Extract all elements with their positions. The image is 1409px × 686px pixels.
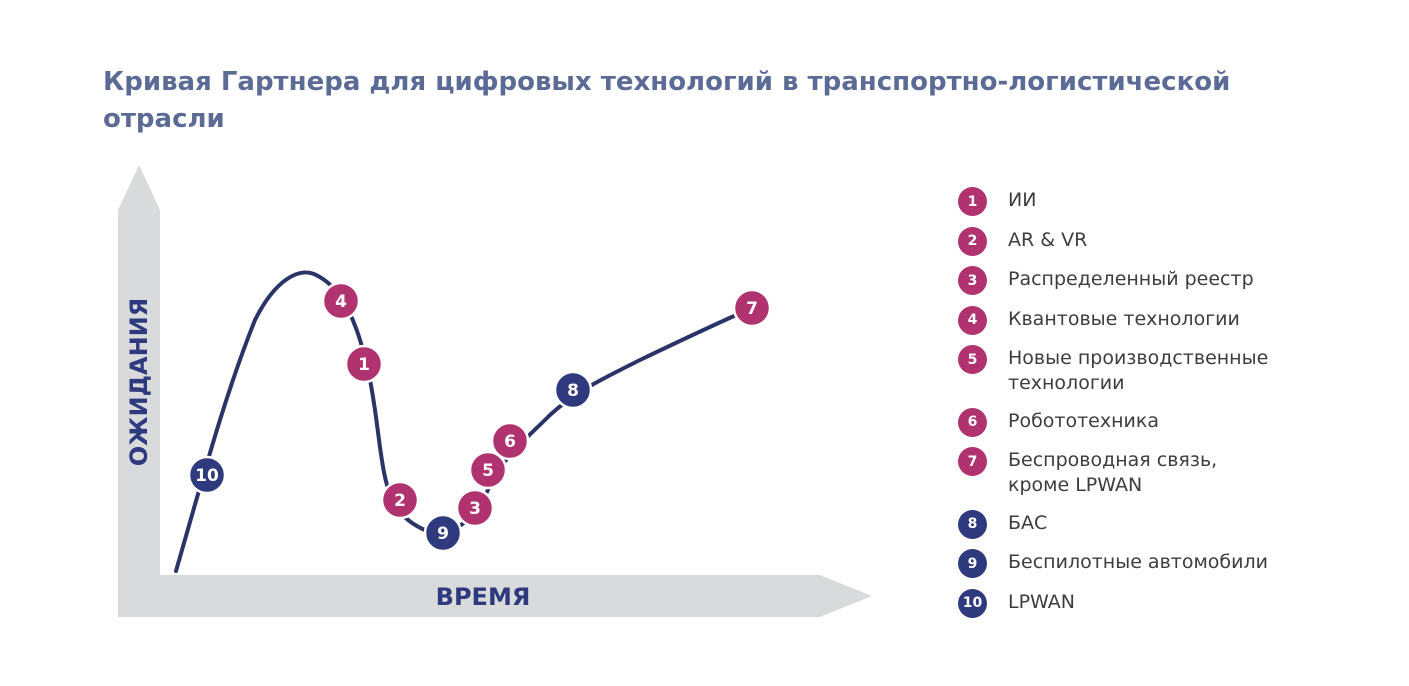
curve-marker-5: 5 (468, 450, 508, 490)
x-axis-label: ВРЕМЯ (436, 583, 531, 611)
curve-marker-label: 6 (504, 432, 516, 452)
legend-badge: 4 (958, 305, 987, 335)
curve-marker-circle (423, 513, 463, 553)
curve-marker-3: 3 (455, 488, 495, 528)
curve-marker-circle (380, 480, 420, 520)
legend-item: 2 AR & VR (958, 226, 1378, 266)
legend-label: БАС (1008, 511, 1048, 534)
legend-badge: 5 (958, 345, 987, 374)
curve-marker-circle (455, 488, 495, 528)
legend-label: Беспилотные автомобили (1008, 551, 1268, 573)
y-axis-arrow (118, 165, 160, 616)
curve-marker-label: 10 (195, 466, 219, 486)
curve-marker-label: 4 (335, 292, 347, 312)
legend-badge: 10 (958, 588, 987, 618)
diagram-title: Кривая Гартнера для цифровых технологий … (103, 67, 1231, 134)
curve-marker-label: 1 (358, 355, 370, 375)
curve-marker-circle (321, 281, 361, 321)
curve-marker-8: 8 (553, 370, 593, 410)
curve-marker-4: 4 (321, 281, 361, 321)
legend-item: 4 Квантовые технологии (958, 305, 1378, 345)
legend-label: AR & VR (1008, 228, 1088, 251)
curve-marker-circle (468, 450, 508, 490)
curve-marker-2: 2 (380, 480, 420, 520)
legend-item: 1 ИИ (958, 186, 1378, 226)
legend-label: ИИ (1008, 189, 1037, 211)
legend-item: 6 Робототехника (958, 407, 1378, 447)
legend-badge: 8 (958, 509, 987, 539)
curve-marker-label: 8 (567, 381, 579, 401)
curve-marker-circle (490, 421, 530, 461)
legend-badge: 9 (958, 549, 987, 578)
legend-item: 5 Новые производственные технологии (958, 344, 1378, 407)
y-axis-label: ОЖИДАНИЯ (125, 298, 153, 466)
legend: 1 ИИ 2 AR & VR 3 Распределенный реестр 4… (958, 186, 1378, 627)
legend-label: Распределенный реестр (1008, 268, 1254, 290)
curve-marker-circle (344, 344, 384, 384)
legend-label: Беспроводная связь, кроме LPWAN (1008, 449, 1218, 496)
curve-marker-label: 7 (746, 299, 758, 319)
axes: ОЖИДАНИЯ ВРЕМЯ (118, 165, 872, 617)
legend-item: 8 БАС (958, 509, 1378, 549)
legend-item: 10 LPWAN (958, 588, 1378, 628)
curve-marker-circle (732, 288, 772, 328)
legend-badge: 1 (958, 187, 987, 216)
curve-marker-6: 6 (490, 421, 530, 461)
curve-marker-10: 10 (187, 455, 227, 495)
legend-badge: 3 (958, 266, 987, 295)
curve-marker-circle (553, 370, 593, 410)
curve-marker-9: 9 (423, 513, 463, 553)
curve-marker-label: 9 (437, 524, 449, 544)
hype-cycle-diagram: ОЖИДАНИЯ ВРЕМЯ 1 2 3 4 56 7 8 9 10 (118, 165, 872, 617)
legend-label: LPWAN (1008, 590, 1076, 613)
legend-label: Робототехника (1008, 409, 1160, 432)
legend-item: 7 Беспроводная связь, кроме LPWAN (958, 446, 1378, 509)
curve-marker-7: 7 (732, 288, 772, 328)
legend-item: 9 Беспилотные автомобили (958, 548, 1378, 588)
legend-badge: 7 (958, 447, 987, 476)
curve-marker-label: 2 (394, 491, 406, 511)
legend-item: 3 Распределенный реестр (958, 265, 1378, 305)
curve-marker-1: 1 (344, 344, 384, 384)
legend-badge: 6 (958, 407, 987, 437)
legend-badge: 2 (958, 226, 987, 256)
x-axis-arrow (118, 575, 872, 617)
curve-marker-label: 3 (469, 499, 481, 519)
legend-label: Новые производственные технологии (1008, 347, 1269, 394)
curve-marker-circle (187, 455, 227, 495)
curve-marker-label: 5 (482, 461, 494, 481)
legend-label: Квантовые технологии (1008, 307, 1240, 330)
markers: 1 2 3 4 56 7 8 9 10 (187, 281, 772, 553)
hype-curve (174, 270, 754, 573)
